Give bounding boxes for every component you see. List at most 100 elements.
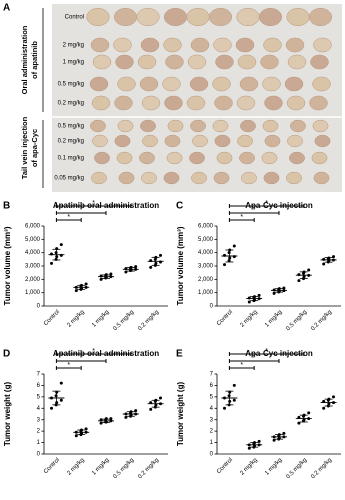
significance-label: * (67, 362, 70, 369)
data-point (223, 406, 226, 410)
tumor (91, 95, 111, 111)
tumor (309, 8, 332, 26)
data-point (99, 421, 103, 425)
panel-label: E (176, 349, 183, 360)
tumor (90, 119, 106, 133)
data-point (134, 409, 138, 413)
tumor (287, 134, 303, 148)
significance-label: * (253, 355, 256, 362)
row-label: 0.2 mg/kg (58, 139, 84, 145)
tumor (212, 119, 229, 133)
y-tick-label: 2,000 (198, 277, 214, 283)
tumor (263, 171, 280, 185)
y-tick-label: 4 (37, 406, 41, 412)
data-point (322, 406, 326, 410)
tumor (237, 54, 257, 70)
tumor (241, 171, 257, 185)
y-tick-label: 1,000 (198, 290, 214, 296)
data-point (297, 273, 301, 277)
tumor (212, 76, 231, 92)
data-point (247, 300, 251, 304)
tumor (216, 151, 233, 165)
data-point (124, 415, 128, 419)
data-point (232, 398, 236, 402)
tumor (312, 119, 329, 133)
panel-label: A (3, 3, 10, 14)
data-point (322, 262, 326, 266)
tumor (289, 151, 305, 165)
row-label: 0.2 mg/kg (58, 101, 84, 107)
data-point (332, 255, 335, 259)
tumor (209, 8, 232, 26)
x-tick-label: 0.5 mg/kg (285, 309, 308, 332)
tumor (264, 95, 283, 111)
row-label: 0.5 mg/kg (58, 124, 84, 130)
panel-label: B (3, 201, 10, 212)
y-tick-label: 4 (210, 406, 214, 412)
y-tick-label: 3,000 (198, 264, 214, 270)
tumor (215, 54, 234, 70)
row-label: Control (65, 15, 84, 21)
x-tick-label: 0.2 mg/kg (137, 309, 160, 332)
data-point (257, 293, 261, 297)
data-point (149, 407, 153, 411)
tumor (285, 37, 305, 53)
tumor (164, 8, 187, 26)
tumor (259, 8, 282, 26)
tumor (262, 76, 281, 92)
y-tick-label: 0 (210, 304, 214, 310)
significance-label: * (240, 214, 243, 221)
data-point (50, 261, 53, 265)
y-tick-label: 0 (37, 452, 41, 458)
tumor (114, 95, 133, 111)
tumor (92, 134, 108, 148)
tumor (164, 95, 183, 111)
tumor (189, 151, 205, 165)
x-tick-label: Control (216, 309, 234, 327)
tumor (311, 151, 328, 165)
y-tick-label: 0 (210, 452, 214, 458)
x-tick-label: 1 mg/kg (264, 457, 283, 476)
tumor (92, 54, 112, 70)
y-axis-label: Tumor weight (g) (176, 382, 185, 447)
tumor (164, 134, 181, 148)
y-tick-label: 3 (37, 417, 41, 423)
tumor (284, 76, 304, 92)
data-point (74, 289, 78, 293)
x-tick-label: 0.5 mg/kg (285, 457, 308, 480)
y-tick-label: 3 (210, 417, 214, 423)
x-tick-label: 0.2 mg/kg (310, 457, 333, 480)
tumor (313, 37, 332, 53)
tumor (312, 76, 331, 92)
data-point (322, 257, 326, 261)
data-point (109, 272, 113, 276)
tumor (236, 8, 260, 26)
tumor (167, 119, 184, 133)
y-axis-label: Tumor volume (mm³) (176, 226, 185, 305)
data-point (282, 431, 286, 435)
tumor (192, 134, 208, 148)
row-label: 1 mg/kg (63, 60, 84, 66)
tumor (309, 95, 328, 111)
y-tick-label: 2 (37, 429, 41, 435)
x-tick-label: Control (43, 457, 61, 475)
significance-label: * (253, 207, 256, 214)
tumor (162, 76, 181, 92)
panel-label: C (176, 201, 183, 212)
tumor (186, 95, 206, 111)
y-tick-label: 6 (37, 383, 41, 389)
tumor (115, 54, 134, 70)
significance-label: * (80, 207, 83, 214)
tumor (313, 171, 330, 185)
y-tick-label: 6,000 (25, 224, 41, 230)
data-point (74, 434, 78, 438)
tumor (137, 54, 157, 70)
row-label: 0.5 mg/kg (58, 82, 84, 88)
y-tick-label: 1 (210, 440, 214, 446)
significance-label: * (265, 200, 268, 207)
tumor (163, 37, 182, 53)
tumor (142, 134, 158, 148)
tumor (140, 37, 160, 53)
group-label-line: of apatinib (30, 41, 39, 79)
group-label-line: Tail vein injection (20, 116, 29, 179)
